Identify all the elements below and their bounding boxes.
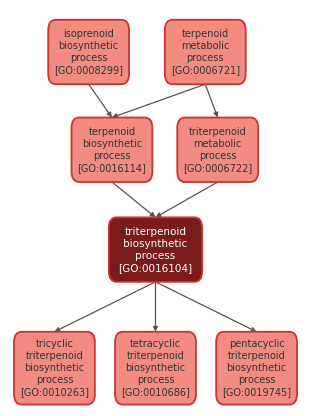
FancyBboxPatch shape — [115, 332, 196, 404]
Text: triterpenoid
biosynthetic
process
[GO:0016104]: triterpenoid biosynthetic process [GO:00… — [118, 227, 193, 272]
Text: pentacyclic
triterpenoid
biosynthetic
process
[GO:0019745]: pentacyclic triterpenoid biosynthetic pr… — [222, 339, 291, 397]
Text: terpenoid
metabolic
process
[GO:0006721]: terpenoid metabolic process [GO:0006721] — [171, 29, 240, 75]
FancyBboxPatch shape — [109, 217, 202, 282]
FancyBboxPatch shape — [72, 117, 152, 182]
FancyBboxPatch shape — [14, 332, 95, 404]
FancyBboxPatch shape — [165, 20, 246, 84]
Text: triterpenoid
metabolic
process
[GO:0006722]: triterpenoid metabolic process [GO:00067… — [183, 127, 252, 173]
FancyBboxPatch shape — [48, 20, 129, 84]
Text: terpenoid
biosynthetic
process
[GO:0016114]: terpenoid biosynthetic process [GO:00161… — [77, 127, 146, 173]
Text: isoprenoid
biosynthetic
process
[GO:0008299]: isoprenoid biosynthetic process [GO:0008… — [54, 29, 123, 75]
Text: tetracyclic
triterpenoid
biosynthetic
process
[GO:0010686]: tetracyclic triterpenoid biosynthetic pr… — [121, 339, 190, 397]
Text: tricyclic
triterpenoid
biosynthetic
process
[GO:0010263]: tricyclic triterpenoid biosynthetic proc… — [20, 339, 89, 397]
FancyBboxPatch shape — [177, 117, 258, 182]
FancyBboxPatch shape — [216, 332, 297, 404]
